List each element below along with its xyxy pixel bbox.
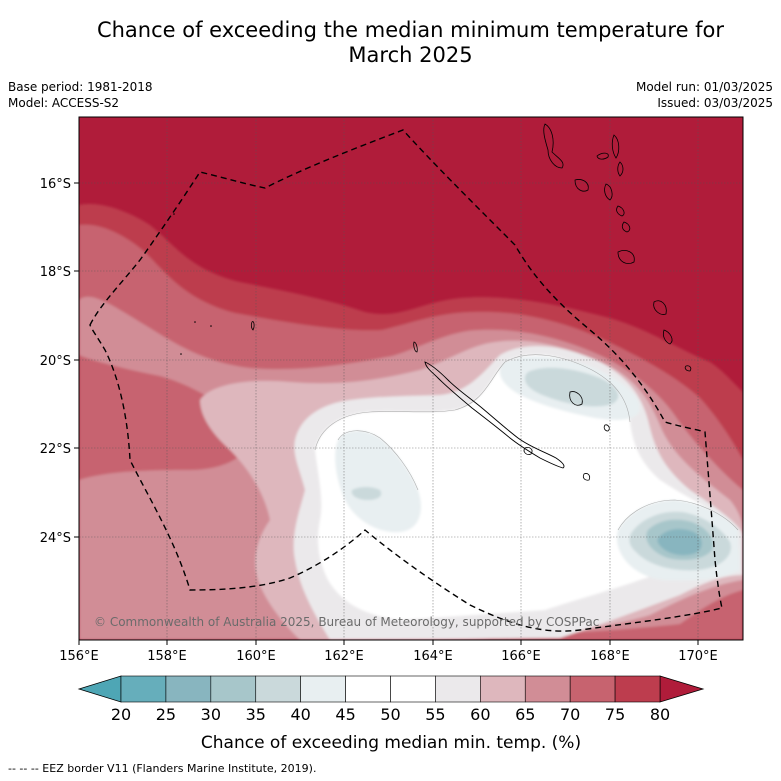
colorbar-tick-label: 65	[515, 705, 535, 724]
model-name: Model: ACCESS-S2	[8, 96, 120, 110]
band-35-40-west	[351, 487, 382, 500]
colorbar-tick-label: 50	[380, 705, 400, 724]
colorbar-over-arrow	[659, 675, 705, 703]
colorbar-segment	[345, 675, 391, 703]
colorbar-segment	[524, 675, 571, 703]
longitude-labels: 156°E 158°E 160°E 162°E 164°E 166°E 168°…	[59, 649, 718, 664]
reef-dot-2	[210, 325, 212, 327]
colorbar-tick-label: 70	[560, 705, 580, 724]
graticule	[79, 117, 743, 640]
lat-label: 16°S	[40, 177, 71, 192]
contour-lines	[314, 354, 739, 531]
lat-label: 18°S	[40, 265, 71, 280]
lat-label: 24°S	[40, 531, 71, 546]
reef-dot-1	[194, 321, 196, 323]
chesterfield-islet	[250, 321, 255, 331]
colorbar-tick-label: 55	[425, 705, 445, 724]
left-metadata: Base period: 1981-2018 Model: ACCESS-S2	[8, 79, 153, 111]
lon-label: 160°E	[236, 649, 276, 664]
eez-border	[89, 129, 723, 632]
band-40-45-west	[335, 430, 421, 533]
colorbar-segment	[435, 675, 481, 703]
right-metadata: Model run: 01/03/2025 Issued: 03/03/2025	[636, 79, 773, 111]
colorbar-segment	[210, 675, 257, 703]
colorbar-tick-label: 35	[246, 705, 266, 724]
colorbar-under-arrow	[77, 675, 122, 703]
loyalty-island-1	[523, 447, 533, 455]
lat-label: 20°S	[40, 354, 71, 369]
belep-island	[413, 341, 418, 353]
colorbar-segment	[390, 675, 436, 703]
colorbar-tick-label: 30	[201, 705, 221, 724]
latitude-labels: 16°S 18°S 20°S 22°S 24°S	[40, 177, 71, 546]
lon-label: 166°E	[501, 649, 541, 664]
new-caledonia-coastline	[424, 361, 565, 469]
colorbar-segment	[569, 675, 616, 703]
colorbar-segment	[255, 675, 301, 703]
band-25-30	[657, 528, 702, 556]
reef-dot-3	[180, 353, 182, 355]
colorbar-tick-label: 80	[650, 705, 670, 724]
colorbar-segment	[614, 675, 661, 703]
colorbar: 20 25 30 35 40 45 50 55 60 65 70 75 80 Chance of exc…	[77, 675, 705, 753]
map-title: Chance of exceeding the median minimum t…	[0, 18, 781, 68]
lon-label: 158°E	[147, 649, 187, 664]
tick-marks	[74, 182, 699, 645]
colorbar-tick-label: 25	[156, 705, 176, 724]
lon-label: 156°E	[59, 649, 99, 664]
eez-footer-note: -- -- -- EEZ border V11 (Flanders Marine…	[8, 762, 317, 775]
band-35-40-north	[524, 367, 619, 407]
colorbar-tick-label: 20	[111, 705, 131, 724]
map-frame	[78, 116, 744, 641]
base-period: Base period: 1981-2018	[8, 80, 153, 94]
title-line-2: March 2025	[348, 43, 473, 67]
colorbar-label: Chance of exceeding median min. temp. (%…	[201, 733, 581, 753]
lon-label: 162°E	[324, 649, 364, 664]
title-line-1: Chance of exceeding the median minimum t…	[96, 18, 725, 42]
lon-label: 170°E	[678, 649, 718, 664]
colorbar-tick-label: 45	[335, 705, 355, 724]
copyright-text: © Commonwealth of Australia 2025, Bureau…	[94, 615, 599, 629]
lon-label: 164°E	[413, 649, 453, 664]
loyalty-island-2	[582, 473, 591, 481]
colorbar-segment	[165, 675, 212, 703]
colorbar-tick-label: 60	[470, 705, 490, 724]
lat-label: 22°S	[40, 442, 71, 457]
colorbar-tick-label: 75	[605, 705, 625, 724]
colorbar-tick-label: 40	[290, 705, 310, 724]
issued-date: Issued: 03/03/2025	[657, 96, 773, 110]
model-run: Model run: 01/03/2025	[635, 80, 773, 94]
colorbar-segment	[480, 675, 526, 703]
colorbar-segment	[120, 675, 167, 703]
colorbar-segment	[300, 675, 346, 703]
reef-dot-4	[173, 213, 175, 215]
lon-label: 168°E	[590, 649, 630, 664]
probability-field: © Commonwealth of Australia 2025, Bureau…	[79, 117, 743, 640]
vanuatu-coastline	[543, 123, 692, 432]
